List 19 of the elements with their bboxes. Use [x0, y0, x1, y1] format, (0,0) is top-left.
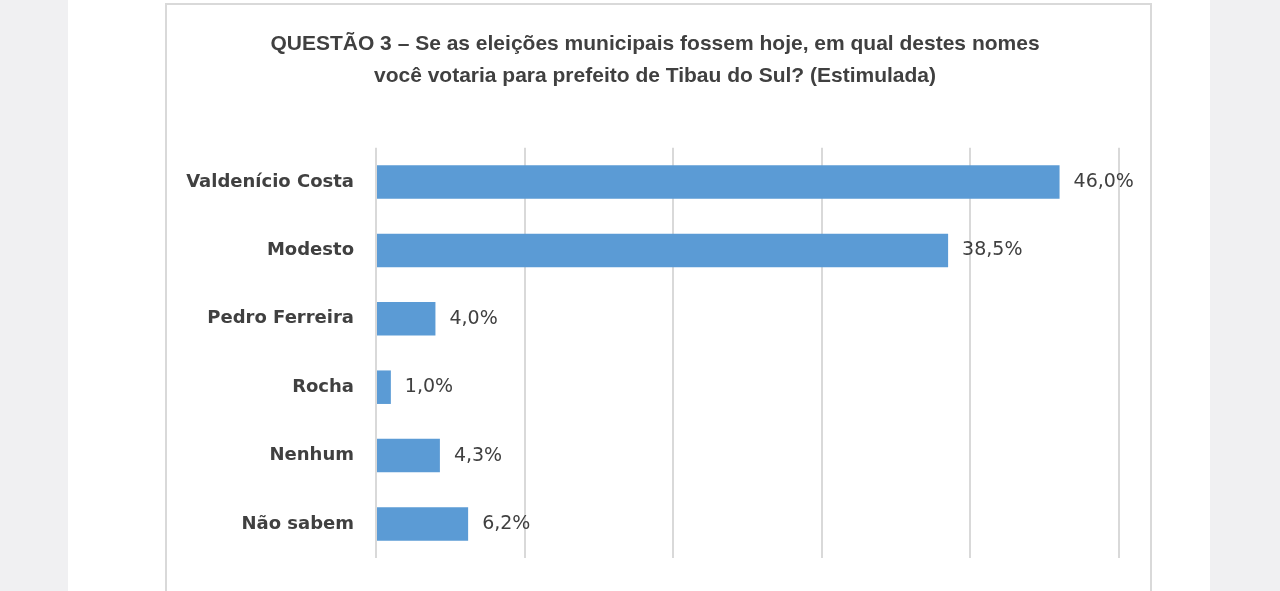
data-label: 38,5%	[962, 237, 1023, 260]
bar	[377, 438, 440, 473]
bar	[377, 507, 469, 541]
chart-title: QUESTÃO 3 – Se as eleições municipais fossem hoje, em qual destes nomes você votaria para prefeito de Tibau do Sul? (Estimulada)	[269, 30, 1041, 88]
data-label: 6,2%	[482, 510, 531, 533]
y-tick-label: Nenhum	[269, 443, 354, 465]
bar	[377, 302, 436, 336]
data-label: 4,3%	[453, 442, 503, 465]
y-tick-label: Valdenício Costa	[186, 169, 354, 191]
data-label: 46,0%	[1073, 168, 1134, 191]
y-tick-label: Pedro Ferreira	[207, 306, 354, 328]
y-tick-label: Rocha	[292, 374, 354, 396]
bar	[377, 165, 1060, 199]
data-label: 1,0%	[404, 374, 454, 397]
bar	[377, 370, 391, 404]
data-label: 4,0%	[449, 305, 498, 328]
bar	[377, 233, 949, 268]
y-tick-label: Não sabem	[241, 511, 354, 533]
y-tick-label: Modesto	[266, 238, 354, 260]
